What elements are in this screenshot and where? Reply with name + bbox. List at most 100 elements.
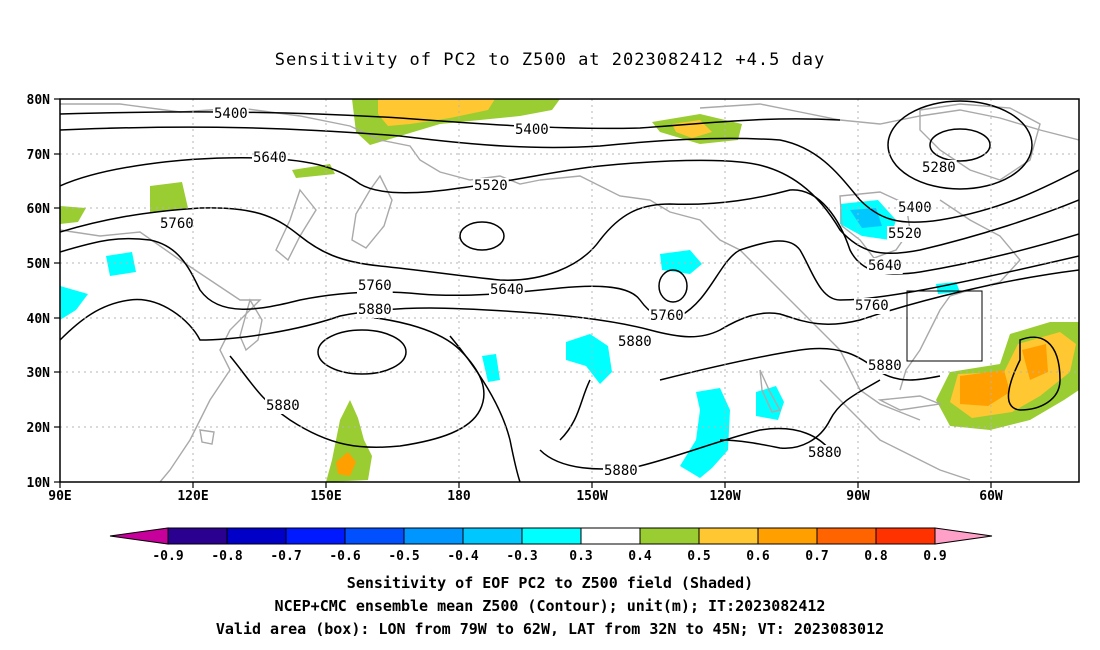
colorbar-box — [816, 527, 877, 545]
coast-okhotsk — [275, 188, 317, 262]
colorbar-box — [403, 527, 464, 545]
lat-label: 30N — [27, 366, 51, 381]
contour-label: 5400 — [515, 122, 549, 138]
colorbar-label: 0.9 — [923, 549, 946, 564]
colorbar-label: -0.3 — [506, 549, 537, 564]
footer-line-shading: Sensitivity of EOF PC2 to Z500 field (Sh… — [346, 574, 754, 592]
colorbar-box — [226, 527, 287, 545]
colorbar-box — [875, 527, 936, 545]
contour-label-bg — [265, 398, 301, 414]
colorbar-low-arrow — [109, 527, 169, 545]
contour-line — [449, 335, 521, 482]
colorbar-label: -0.5 — [388, 549, 419, 564]
map-title: Sensitivity of PC2 to Z500 at 2023082412… — [274, 50, 826, 70]
shade-gulf-negative — [660, 250, 702, 274]
colorbar-label: 0.3 — [569, 549, 592, 564]
contour-label-bg — [897, 200, 933, 216]
shade-pacific-negative — [566, 334, 612, 384]
colorbar-box — [521, 527, 582, 545]
contour-label: 5640 — [868, 258, 902, 274]
contour-label-bg — [357, 302, 393, 318]
contour-closed-low-alaska — [658, 269, 688, 303]
colorbar-label: -0.8 — [211, 549, 242, 564]
contour-line — [60, 237, 1079, 318]
lat-label: 40N — [27, 312, 51, 327]
lon-label: 150E — [310, 489, 341, 504]
contour-label: 5880 — [604, 463, 638, 479]
contour-label-bg — [854, 298, 890, 314]
shade-small-negative — [482, 354, 500, 382]
contour-closed-high-pacific — [317, 329, 407, 375]
colorbar — [109, 527, 993, 545]
lon-label: 90W — [846, 489, 870, 504]
contour-label: 5520 — [474, 178, 508, 194]
colorbar-box — [462, 527, 523, 545]
colorbar-label: 0.4 — [628, 549, 652, 564]
contour-line — [559, 379, 591, 441]
shade-ocean-positive — [292, 164, 335, 178]
contour-label-bg — [867, 258, 903, 274]
coast-greenland — [919, 103, 1041, 181]
lon-label: 150W — [576, 489, 607, 504]
lat-label: 10N — [27, 476, 51, 491]
contour-closed-low-arctic-inner — [929, 128, 991, 162]
contour-label-bg — [867, 358, 903, 374]
lat-label: 60N — [27, 202, 51, 217]
shade-siberia-positive — [150, 182, 188, 212]
contour-line — [719, 379, 881, 449]
contour-label-bg — [807, 445, 843, 461]
colorbar-label: -0.7 — [270, 549, 301, 564]
colorbar-box — [285, 527, 346, 545]
contour-label: 5520 — [888, 226, 922, 242]
contour-line — [229, 315, 485, 449]
footer-line-valid-area: Valid area (box): LON from 79W to 62W, L… — [215, 620, 885, 638]
shade-atlantic-positive-core2 — [1022, 344, 1048, 380]
coast-kamchatka — [351, 174, 393, 249]
lon-label: 180 — [447, 489, 471, 504]
shade-mexico-negative — [756, 386, 784, 420]
contour-label-bg — [887, 226, 923, 242]
lat-label: 50N — [27, 257, 51, 272]
valid-area-box — [906, 290, 983, 362]
lat-label: 70N — [27, 148, 51, 163]
contour-label: 5640 — [490, 282, 524, 298]
lon-label: 90E — [48, 489, 71, 504]
coast-cuba — [877, 395, 943, 411]
contour-closed-low-pacific — [459, 221, 505, 251]
colorbar-box — [698, 527, 759, 545]
contour-label-bg — [603, 463, 639, 479]
contour-label-bg — [921, 160, 957, 176]
map-grid — [60, 99, 1079, 482]
coast-us-east — [899, 295, 951, 391]
shade-atlantic-positive-core — [960, 370, 1010, 406]
colorbar-label: -0.4 — [447, 549, 478, 564]
contour-label-bg — [213, 106, 249, 122]
colorbar-labels: -0.9 -0.8 -0.7 -0.6 -0.5 -0.4 -0.3 0.3 0… — [152, 549, 946, 564]
contour-label: 5400 — [214, 106, 248, 122]
contour-label: 5760 — [650, 308, 684, 324]
colorbar-box — [167, 527, 228, 545]
axis-ticks — [54, 98, 992, 488]
contour-closed-low-arctic — [887, 100, 1033, 190]
colorbar-box — [580, 527, 641, 545]
colorbar-box — [639, 527, 700, 545]
contour-line — [1007, 336, 1061, 411]
contour-label: 5880 — [266, 398, 300, 414]
contour-label: 5760 — [855, 298, 889, 314]
coast-japan — [239, 298, 263, 352]
lat-label: 20N — [27, 421, 51, 436]
colorbar-box — [757, 527, 818, 545]
contour-label: 5880 — [358, 302, 392, 318]
lat-labels: 80N 70N 60N 50N 40N 30N 20N 10N — [27, 93, 51, 491]
contour-line — [60, 126, 1079, 223]
contour-label-bg — [357, 278, 393, 294]
contour-labels: 5400 5400 5280 5640 5520 5400 5520 5760 … — [159, 106, 957, 479]
colorbar-label: 0.5 — [687, 549, 710, 564]
contour-label: 5640 — [253, 150, 287, 166]
contour-line — [659, 347, 941, 381]
coast-hudson — [839, 191, 911, 259]
contour-label: 5880 — [618, 334, 652, 350]
colorbar-box — [344, 527, 405, 545]
colorbar-label: 0.7 — [805, 549, 828, 564]
